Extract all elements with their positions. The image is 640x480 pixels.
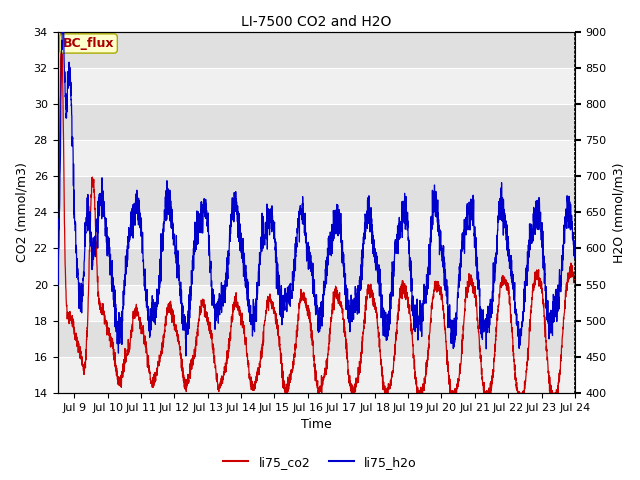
Text: BC_flux: BC_flux: [63, 37, 114, 50]
Bar: [58, 321, 575, 357]
Bar: [58, 176, 575, 212]
Legend: li75_co2, li75_h2o: li75_co2, li75_h2o: [218, 451, 422, 474]
Bar: [58, 68, 575, 104]
X-axis label: Time: Time: [301, 419, 332, 432]
Bar: [58, 285, 575, 321]
Y-axis label: H2O (mmol/m3): H2O (mmol/m3): [612, 162, 625, 263]
Bar: [58, 32, 575, 68]
Bar: [58, 104, 575, 140]
Bar: [58, 249, 575, 285]
Y-axis label: CO2 (mmol/m3): CO2 (mmol/m3): [15, 162, 28, 262]
Bar: [58, 140, 575, 176]
Bar: [58, 212, 575, 249]
Bar: [58, 357, 575, 393]
Title: LI-7500 CO2 and H2O: LI-7500 CO2 and H2O: [241, 15, 392, 29]
